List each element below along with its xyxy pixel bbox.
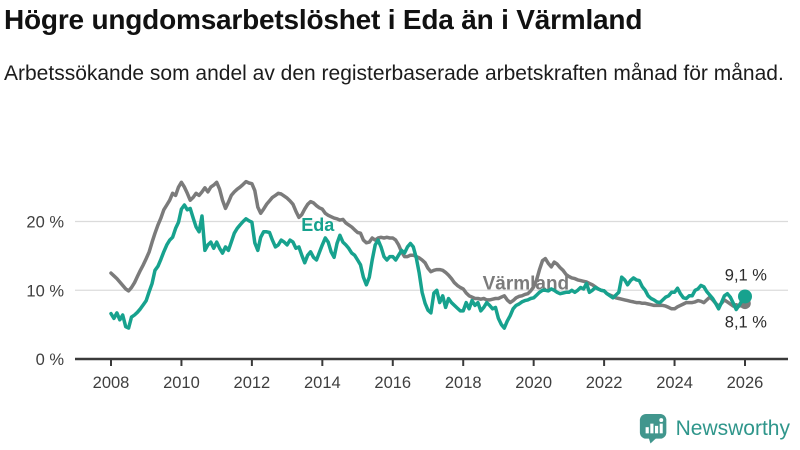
x-axis-label: 2020	[515, 374, 552, 392]
x-axis-label: 2016	[374, 374, 411, 392]
x-axis-label: 2026	[727, 374, 764, 392]
eda-line	[109, 203, 747, 330]
x-axis-label: 2018	[445, 374, 482, 392]
y-axis-label: 20 %	[26, 214, 64, 232]
v-rmland-end-value: 8,1 %	[725, 313, 768, 331]
brand-name: Newsworthy	[675, 416, 790, 440]
x-axis-label: 2008	[93, 374, 130, 392]
eda-end-dot	[737, 289, 752, 304]
y-axis-label: 0 %	[36, 351, 65, 369]
x-axis-label: 2024	[656, 374, 693, 392]
eda-series-label: Eda	[301, 215, 335, 235]
newsworthy-logo: Newsworthy	[639, 413, 790, 444]
page-subtitle: Arbetssökande som andel av den registerb…	[4, 62, 784, 85]
page-title: Högre ungdomsarbetslöshet i Eda än i Vär…	[4, 4, 643, 35]
y-axis-label: 10 %	[26, 282, 64, 300]
v-rmland-line	[109, 179, 747, 311]
x-axis-label: 2012	[234, 374, 271, 392]
eda-end-value: 9,1 %	[725, 266, 768, 284]
x-axis-label: 2010	[163, 374, 200, 392]
x-axis-label: 2014	[304, 374, 341, 392]
chart-speech-bubble-icon	[639, 413, 666, 444]
x-axis-label: 2022	[586, 374, 623, 392]
